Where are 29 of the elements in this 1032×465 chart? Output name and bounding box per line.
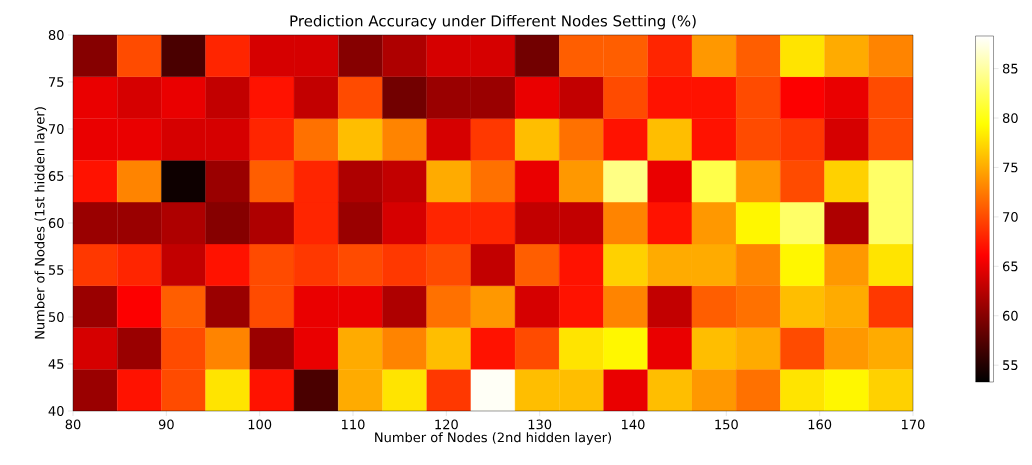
y-tick-label: 65 <box>48 171 64 181</box>
x-tick-label: 130 <box>528 419 552 430</box>
y-tick-label: 75 <box>49 77 64 87</box>
x-tick-label: 110 <box>342 419 365 430</box>
x-tick-label: 150 <box>715 419 738 430</box>
y-tick-label: 60 <box>48 218 64 228</box>
x-tick-label: 100 <box>248 419 272 430</box>
x-tick-label: 90 <box>158 419 174 430</box>
x-axis-title: Number of Nodes (2nd hidden layer) <box>375 432 611 445</box>
y-tick-label: 50 <box>48 312 64 322</box>
color-bar-label: 60 <box>1002 310 1018 321</box>
x-tick-label: 120 <box>435 419 458 430</box>
x-tick-label: 140 <box>622 419 645 430</box>
y-axis-title: Number of Nodes (1st hidden layer) <box>34 107 48 339</box>
y-tick-label: 45 <box>48 359 64 369</box>
x-tick-label: 160 <box>808 419 832 430</box>
color-bar-label: 55 <box>1003 360 1018 371</box>
y-tick-label: 40 <box>48 406 64 416</box>
color-bar-label: 80 <box>1002 113 1018 123</box>
x-tick-label: 170 <box>902 419 925 430</box>
y-tick-label: 55 <box>48 265 64 275</box>
y-tick-label: 70 <box>49 124 64 134</box>
x-tick-label: 80 <box>65 419 81 430</box>
y-tick-label: 80 <box>48 30 64 40</box>
color-bar-label: 75 <box>1003 162 1018 173</box>
color-bar-label: 85 <box>1002 63 1018 74</box>
chart-title: Prediction Accuracy under Different Nodes Setting (%) <box>290 14 696 30</box>
color-bar-label: 65 <box>1002 261 1018 272</box>
color-bar-label: 70 <box>1003 211 1018 222</box>
